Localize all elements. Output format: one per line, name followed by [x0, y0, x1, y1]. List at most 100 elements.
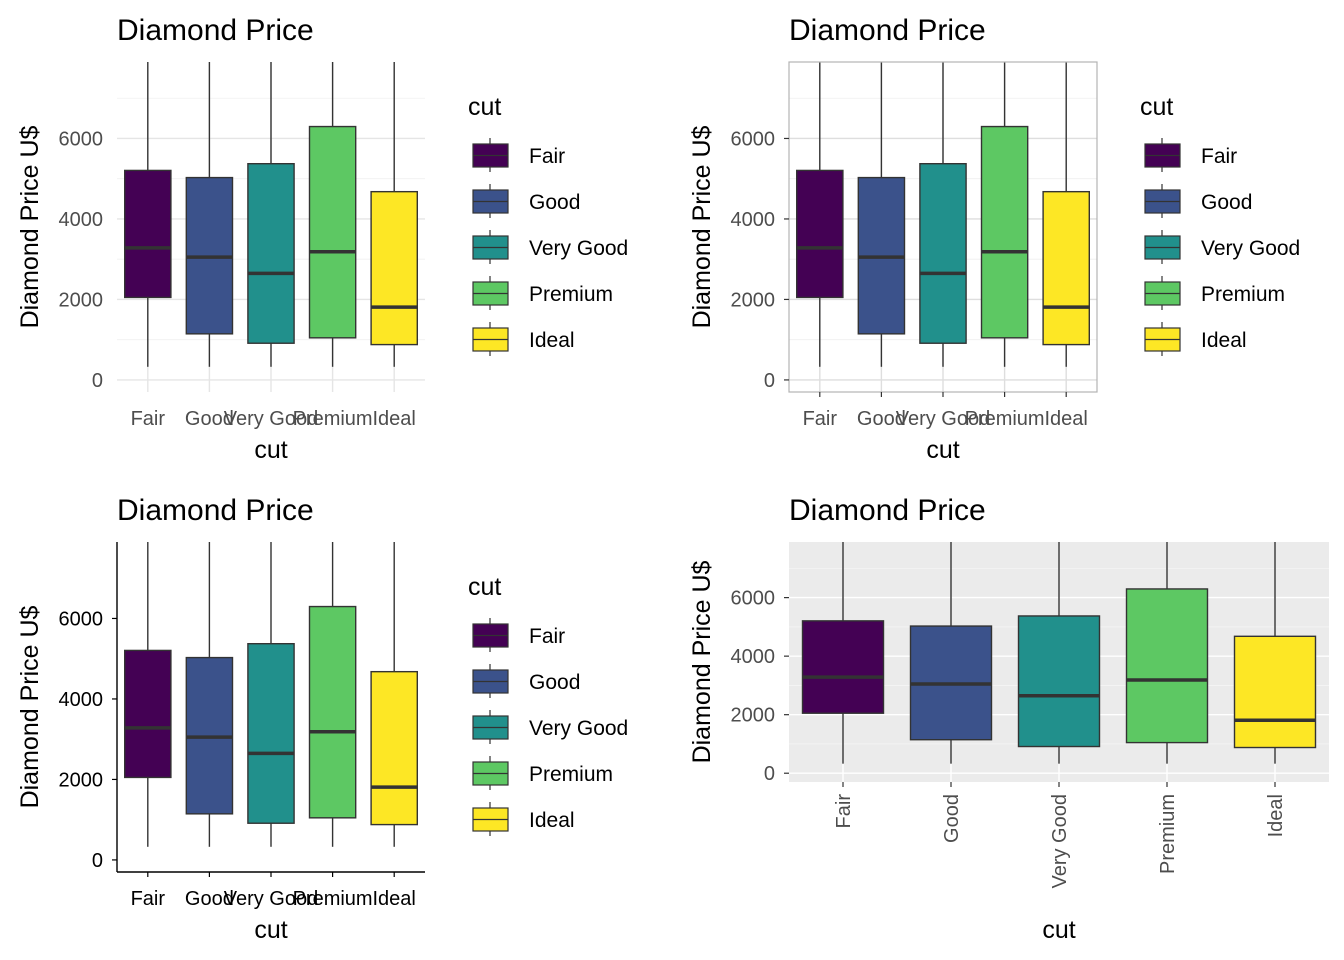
legend: cut Fair Good Very Good Premium Ideal — [468, 573, 628, 836]
box-body — [1042, 190, 1090, 346]
chart-title: Diamond Price — [117, 494, 314, 527]
legend: cut Fair Good Very Good Premium Ideal — [468, 93, 628, 356]
box-body — [123, 169, 172, 299]
legend-item: Premium — [472, 276, 613, 310]
box-ideal — [370, 542, 419, 847]
x-tick-label: Ideal — [373, 408, 416, 430]
y-tick-label: 6000 — [59, 128, 104, 150]
box-good — [185, 62, 234, 367]
legend-title: cut — [468, 573, 501, 601]
y-tick-label: 2000 — [59, 769, 104, 791]
y-tick-label: 4000 — [59, 209, 104, 231]
x-tick-label: Very Good — [224, 888, 319, 910]
legend: cut Fair Good Very Good Premium Ideal — [1140, 93, 1300, 356]
y-tick-label: 0 — [92, 850, 103, 872]
x-tick-label: Premium — [965, 408, 1045, 430]
box-body — [123, 649, 172, 779]
legend-item: Premium — [1144, 276, 1285, 310]
x-tick-label: Ideal — [373, 888, 416, 910]
x-tick-label: Very Good — [896, 408, 991, 430]
legend-item: Very Good — [472, 710, 628, 744]
box-body — [370, 190, 419, 346]
legend-title: cut — [468, 93, 501, 121]
legend-label: Good — [1201, 191, 1252, 214]
box-good — [909, 542, 993, 764]
box-good — [857, 62, 906, 367]
x-tick-label: Premium — [293, 888, 373, 910]
y-axis-title: Diamond Price U$ — [688, 560, 716, 763]
x-tick-label: Good — [185, 888, 234, 910]
y-tick-label: 0 — [92, 370, 103, 392]
legend-item: Ideal — [1144, 322, 1247, 356]
y-tick-label: 0 — [764, 370, 775, 392]
x-tick-label: Good — [941, 794, 963, 843]
box-premium — [1125, 542, 1209, 764]
box-very-good — [1017, 542, 1101, 764]
box-body — [308, 125, 357, 339]
legend-item: Very Good — [1144, 230, 1300, 264]
y-tick-label: 2000 — [59, 289, 104, 311]
box-premium — [980, 62, 1029, 367]
y-axis-title: Diamond Price U$ — [688, 125, 716, 328]
legend-item: Fair — [472, 138, 565, 172]
legend-label: Good — [529, 191, 580, 214]
box-premium — [308, 62, 357, 367]
legend-item: Good — [472, 664, 580, 698]
x-axis-title: cut — [254, 916, 287, 944]
legend-label: Very Good — [529, 717, 628, 740]
x-tick-label: Fair — [131, 408, 166, 430]
legend-label: Very Good — [529, 237, 628, 260]
legend-label: Premium — [529, 763, 613, 786]
box-fair — [123, 62, 172, 367]
legend-label: Ideal — [529, 809, 575, 832]
box-fair — [796, 62, 844, 367]
panel-4: 0 2000 4000 6000 Fair Good Very Good Premium Ide… — [688, 494, 1329, 944]
box-very-good — [247, 542, 295, 847]
box-body — [247, 162, 295, 344]
box-premium — [308, 542, 357, 847]
box-body — [1017, 615, 1101, 748]
chart-title: Diamond Price — [789, 494, 986, 527]
x-tick-label: Ideal — [1265, 794, 1287, 837]
legend-label: Premium — [529, 283, 613, 306]
legend-label: Good — [529, 671, 580, 694]
x-axis-title: cut — [254, 436, 287, 464]
legend-title: cut — [1140, 93, 1173, 121]
x-tick-label: Ideal — [1045, 408, 1088, 430]
y-tick-label: 2000 — [731, 705, 776, 727]
legend-label: Ideal — [1201, 329, 1247, 352]
legend-label: Ideal — [529, 329, 575, 352]
box-body — [308, 605, 357, 819]
legend-item: Very Good — [472, 230, 628, 264]
x-tick-label: Premium — [1157, 794, 1179, 874]
box-body — [801, 620, 885, 714]
chart-title: Diamond Price — [789, 14, 986, 47]
box-good — [185, 542, 234, 847]
box-body — [247, 642, 295, 824]
y-axis-title: Diamond Price U$ — [16, 605, 44, 808]
legend-item: Fair — [472, 618, 565, 652]
legend-item: Fair — [1144, 138, 1237, 172]
x-tick-label: Premium — [293, 408, 373, 430]
box-fair — [123, 542, 172, 847]
y-tick-label: 6000 — [731, 128, 776, 150]
box-body — [980, 125, 1029, 339]
x-tick-label: Very Good — [224, 408, 319, 430]
y-tick-label: 2000 — [731, 289, 776, 311]
y-tick-label: 4000 — [731, 209, 776, 231]
y-tick-label: 6000 — [731, 588, 776, 610]
legend-item: Good — [472, 184, 580, 218]
x-tick-label: Good — [185, 408, 234, 430]
legend-item: Good — [1144, 184, 1252, 218]
legend-item: Ideal — [472, 802, 575, 836]
chart-title: Diamond Price — [117, 14, 314, 47]
y-tick-label: 6000 — [59, 608, 104, 630]
legend-label: Fair — [1201, 145, 1237, 168]
x-tick-label: Fair — [803, 408, 838, 430]
legend-item: Ideal — [472, 322, 575, 356]
legend-label: Fair — [529, 625, 565, 648]
y-axis-title: Diamond Price U$ — [16, 125, 44, 328]
box-body — [1125, 588, 1209, 744]
